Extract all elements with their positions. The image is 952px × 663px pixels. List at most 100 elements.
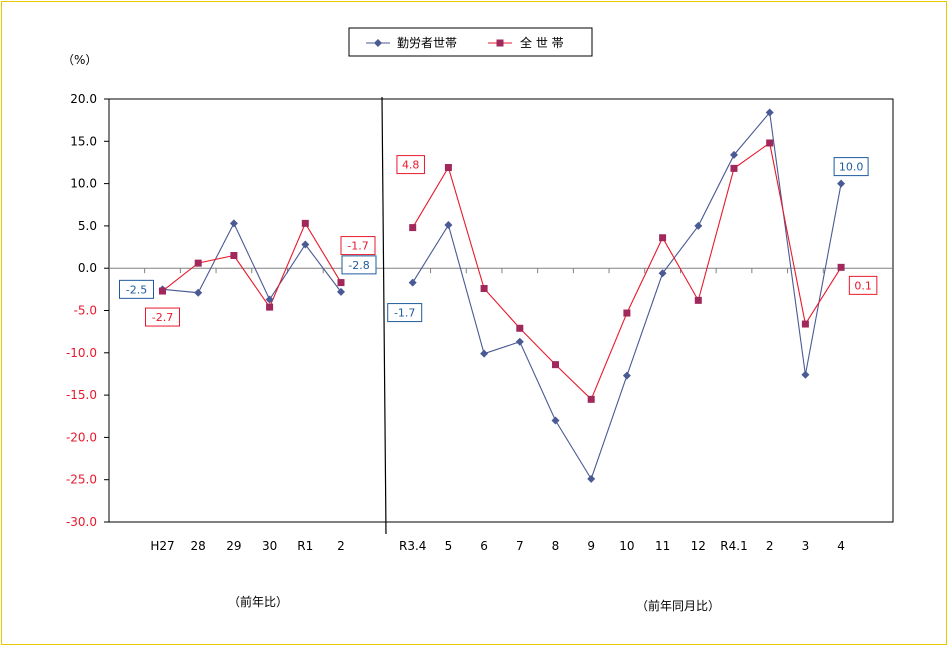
data-point — [694, 296, 702, 304]
data-label: -2.7 — [145, 307, 180, 327]
data-label-text: -1.7 — [394, 307, 415, 320]
data-point — [265, 295, 274, 304]
data-labels: -2.5 -2.7 -1.7 -2.8 4.8 -1.7 10.0 0.1 — [119, 155, 878, 327]
series-line — [162, 222, 342, 309]
data-label-box — [387, 303, 423, 323]
x-tick-label: 9 — [587, 539, 595, 553]
data-label-text: -2.5 — [126, 283, 147, 296]
x-tick-label: 2 — [766, 539, 774, 553]
y-tick-label: -5.0 — [74, 304, 97, 318]
data-point — [194, 288, 203, 297]
y-tick-label: 5.0 — [78, 219, 97, 233]
annual-group-label: （前年比） — [228, 594, 288, 609]
x-tick-label: 6 — [480, 539, 488, 553]
x-tick-label: 28 — [191, 539, 206, 553]
monthly-group-label: （前年同月比） — [636, 598, 720, 613]
series-line — [162, 222, 342, 301]
data-point — [409, 224, 417, 232]
x-tick-label: 12 — [691, 539, 706, 553]
data-point — [194, 259, 202, 267]
data-point — [480, 285, 488, 293]
y-tick-label: -20.0 — [66, 430, 97, 444]
data-point — [408, 278, 417, 287]
x-tick-label: 3 — [802, 539, 810, 553]
data-point — [516, 324, 524, 332]
data-label: -2.5 — [119, 279, 154, 299]
data-point — [837, 179, 846, 188]
data-point — [266, 303, 274, 311]
data-label-text: -1.7 — [347, 240, 368, 253]
data-point — [730, 164, 738, 172]
data-point — [694, 221, 703, 230]
x-tick-label: 4 — [837, 539, 845, 553]
data-label-text: -2.8 — [348, 259, 369, 272]
data-label-box — [119, 279, 154, 299]
data-point — [730, 150, 738, 159]
data-label-box — [848, 275, 878, 295]
x-tick-label: 30 — [262, 539, 277, 553]
data-label-text: 0.1 — [854, 279, 872, 292]
data-point — [765, 108, 774, 117]
data-point — [551, 416, 560, 425]
data-point — [480, 349, 489, 358]
data-point — [587, 395, 595, 403]
data-point — [766, 139, 774, 147]
data-point — [159, 287, 166, 295]
legend-marker-all — [496, 39, 504, 47]
data-point — [552, 361, 559, 369]
line-chart: 20.0 15.0 10.0 5.0 0.0 -5.0 -10.0 -15.0 -20.0 -25… — [62, 27, 894, 613]
x-tick-label: 2 — [337, 539, 345, 553]
data-point — [622, 371, 631, 380]
x-tick-label: R3.4 — [399, 539, 426, 553]
data-label-box — [396, 155, 425, 175]
x-tick-label: H27 — [150, 539, 174, 553]
chart-frame: 20.0 15.0 10.0 5.0 0.0 -5.0 -10.0 -15.0 -20.0 -25… — [1, 1, 947, 645]
data-label: -2.8 — [341, 255, 377, 275]
data-point — [659, 234, 667, 242]
x-tick-label: 10 — [619, 539, 634, 553]
y-tick-label: -30.0 — [66, 515, 97, 529]
legend: 勤労者世帯 全 世 帯 — [348, 27, 593, 57]
data-label-text: -2.7 — [152, 311, 173, 324]
x-tick-label: 29 — [226, 539, 241, 553]
x-tick-label: 11 — [655, 539, 670, 553]
legend-marker — [496, 39, 504, 47]
data-point — [801, 370, 810, 379]
data-label-box — [340, 236, 376, 256]
x-tick-label: R4.1 — [720, 539, 747, 553]
data-label: -1.7 — [387, 303, 423, 323]
y-tick-label: -25.0 — [66, 473, 97, 487]
legend-box — [348, 27, 593, 57]
data-label: 0.1 — [848, 275, 878, 295]
y-tick-label: 15.0 — [70, 134, 97, 148]
data-point — [230, 252, 238, 260]
x-tick-label: 7 — [516, 539, 524, 553]
y-tick-label: -15.0 — [66, 388, 97, 402]
data-point — [837, 263, 845, 271]
unit-label: （%） — [62, 53, 97, 67]
data-point — [623, 309, 631, 317]
data-point — [337, 279, 345, 287]
plot-area — [108, 98, 894, 523]
data-label-text: 10.0 — [839, 161, 864, 174]
data-label: -1.7 — [340, 236, 376, 256]
legend-label-all: 全 世 帯 — [520, 35, 564, 50]
data-point — [444, 164, 452, 172]
data-label-box — [341, 255, 377, 275]
data-point — [515, 337, 524, 346]
x-tick-label: R1 — [297, 539, 313, 553]
y-tick-label: 20.0 — [70, 92, 97, 106]
data-label: 10.0 — [833, 157, 869, 177]
legend-marker — [374, 39, 382, 47]
data-point — [444, 221, 453, 230]
data-point — [337, 287, 345, 296]
data-point — [587, 474, 596, 483]
data-label-text: 4.8 — [402, 159, 420, 172]
x-tick-label: 5 — [445, 539, 453, 553]
data-point — [301, 219, 309, 227]
series-markers — [158, 108, 846, 483]
data-label-box — [145, 307, 180, 327]
legend-label-workers: 勤労者世帯 — [397, 36, 457, 50]
data-point — [801, 320, 809, 328]
period-divider — [381, 96, 387, 535]
